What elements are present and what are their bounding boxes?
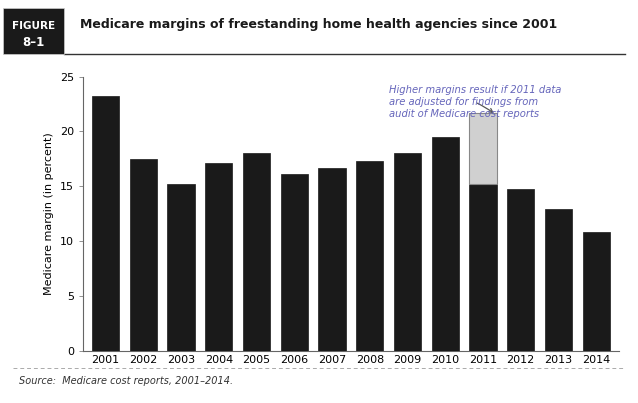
Bar xyxy=(470,184,496,351)
Text: Source:  Medicare cost reports, 2001–2014.: Source: Medicare cost reports, 2001–2014… xyxy=(19,376,234,386)
Text: FIGURE: FIGURE xyxy=(11,21,55,31)
Text: Medicare margins of freestanding home health agencies since 2001: Medicare margins of freestanding home he… xyxy=(80,18,558,31)
Bar xyxy=(243,153,270,351)
Bar xyxy=(205,163,232,351)
Bar xyxy=(130,159,157,351)
Bar xyxy=(168,184,195,351)
Bar xyxy=(545,209,572,351)
Bar xyxy=(470,113,496,184)
Y-axis label: Medicare margin (in percent): Medicare margin (in percent) xyxy=(44,132,54,295)
Text: 8–1: 8–1 xyxy=(22,36,44,49)
Bar xyxy=(507,189,534,351)
Bar xyxy=(432,137,459,351)
Bar xyxy=(356,161,383,351)
Text: Higher margins result if 2011 data
are adjusted for findings from
audit of Medic: Higher margins result if 2011 data are a… xyxy=(389,85,561,118)
Bar xyxy=(281,174,308,351)
Bar xyxy=(318,168,346,351)
Bar xyxy=(394,153,421,351)
Bar xyxy=(582,232,610,351)
FancyBboxPatch shape xyxy=(3,8,64,54)
Bar xyxy=(92,96,119,351)
